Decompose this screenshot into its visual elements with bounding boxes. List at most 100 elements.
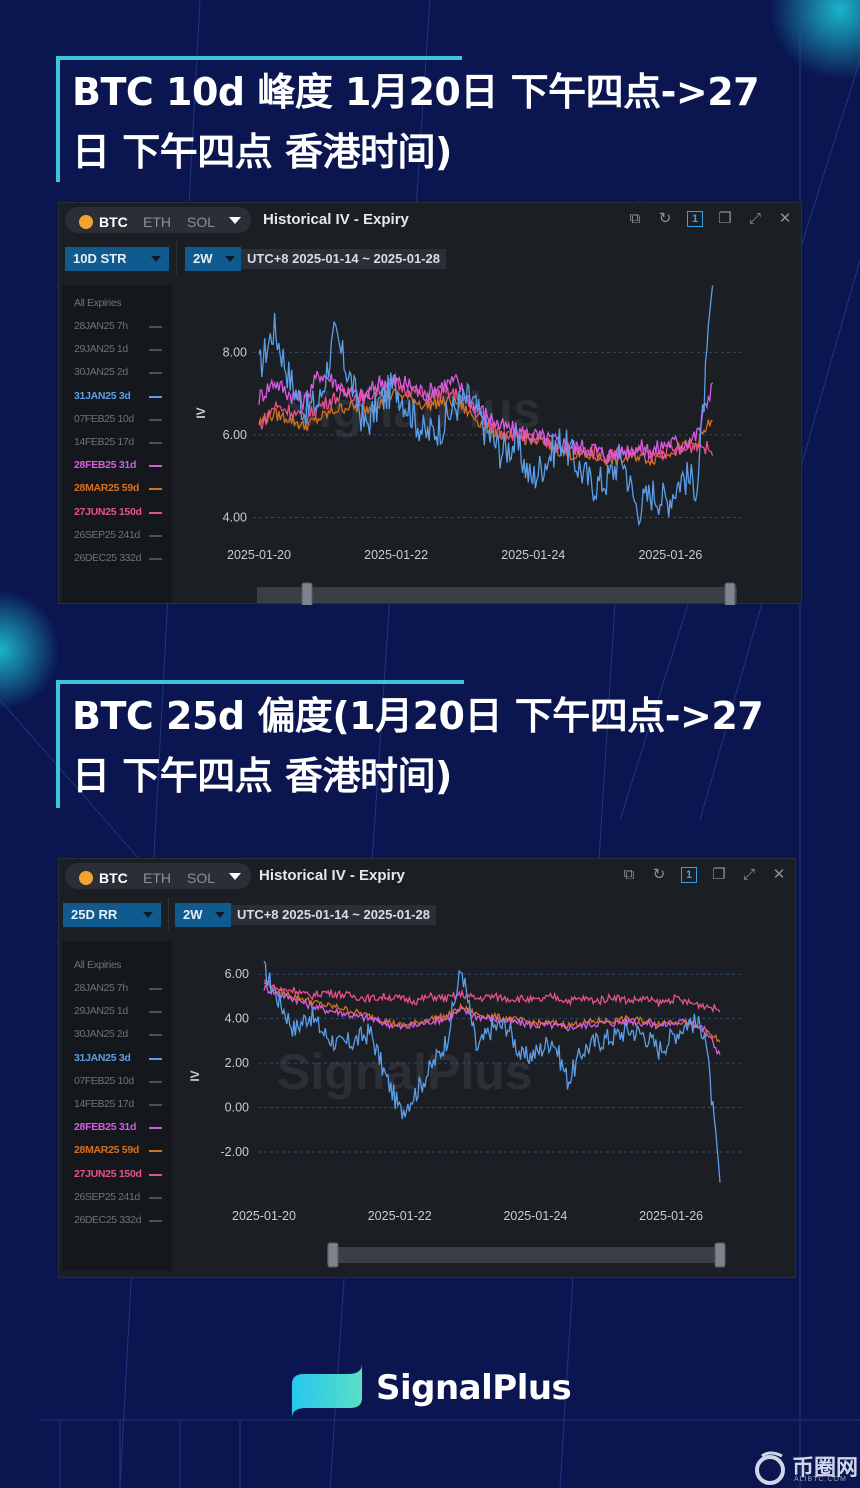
x-tick-label: 2025-01-22	[364, 548, 428, 562]
y-tick-label: 6.00	[225, 967, 249, 981]
legend-item[interactable]: 29JAN25 1d	[74, 1005, 128, 1018]
coin-tab-eth[interactable]: ETH	[143, 870, 171, 886]
legend-item[interactable]: 26DEC25 332d	[74, 1214, 142, 1226]
chart-panel-kurtosis: BTC ETH SOL Historical IV - Expiry ⧉ ↻ 1…	[58, 202, 802, 605]
coin-tab-sol[interactable]: SOL	[187, 870, 216, 886]
legend-swatch	[149, 442, 162, 444]
refresh-icon[interactable]: ↻	[658, 210, 672, 227]
x-tick-label: 2025-01-20	[227, 548, 291, 562]
legend-item[interactable]: 26SEP25 241d	[74, 528, 140, 541]
window-count-button[interactable]: 1	[681, 867, 697, 883]
chevron-down-icon[interactable]	[229, 873, 241, 880]
refresh-icon[interactable]: ↻	[652, 866, 666, 883]
legend-item[interactable]: 14FEB25 17d	[74, 1098, 134, 1110]
bitcoin-icon	[79, 215, 93, 229]
panel-title: Historical IV - Expiry	[259, 867, 405, 884]
legend-swatch	[149, 534, 162, 537]
metric-dropdown[interactable]: 10D STR	[65, 247, 169, 271]
coin-tab-eth[interactable]: ETH	[143, 214, 171, 230]
coin-tab-btc[interactable]: BTC	[99, 214, 128, 230]
range-scrollbar[interactable]	[327, 1247, 725, 1263]
y-axis-label: IV	[188, 1070, 202, 1081]
legend-item[interactable]: 29JAN25 1d	[74, 343, 128, 356]
legend-item[interactable]: 28MAR25 59d	[74, 1144, 139, 1157]
y-tick-label: -2.00	[221, 1145, 250, 1159]
legend-item[interactable]: 28FEB25 31d	[74, 1121, 137, 1134]
legend-swatch	[149, 1057, 162, 1060]
close-icon[interactable]: ✕	[772, 866, 786, 883]
y-tick-label: 2.00	[225, 1056, 249, 1070]
y-tick-label: 6.00	[223, 428, 247, 442]
legend-header[interactable]: All Expiries	[74, 297, 122, 309]
series-line	[258, 285, 714, 527]
coin-tab-sol[interactable]: SOL	[187, 214, 216, 230]
legend-header[interactable]: All Expiries	[74, 959, 122, 971]
legend-item[interactable]: 28MAR25 59d	[74, 482, 139, 495]
y-tick-label: 0.00	[225, 1101, 249, 1115]
legend-item[interactable]: 28JAN25 7h	[74, 320, 128, 332]
legend-item[interactable]: 30JAN25 2d	[74, 1028, 128, 1041]
x-tick-label: 2025-01-24	[501, 548, 565, 562]
legend-item[interactable]: 28FEB25 31d	[74, 459, 137, 472]
scrollbar-handle[interactable]	[714, 1242, 726, 1268]
legend-item[interactable]: 26SEP25 241d	[74, 1190, 140, 1203]
expand-icon[interactable]: ⤢	[742, 866, 755, 883]
chevron-down-icon[interactable]	[229, 217, 241, 224]
title-1-line-2: 日 下午四点 香港时间)	[72, 130, 452, 174]
title-block-2: BTC 25d 偏度(1月20日 下午四点->27 日 下午四点 香港时间)	[56, 680, 802, 808]
scrollbar-handle[interactable]	[301, 582, 313, 605]
coin-selector[interactable]: BTC ETH SOL	[65, 207, 251, 233]
legend-swatch	[149, 418, 162, 421]
y-tick-label: 4.00	[223, 510, 247, 524]
period-dropdown[interactable]: 2W	[185, 247, 241, 271]
date-range-label: UTC+8 2025-01-14 ~ 2025-01-28	[231, 905, 436, 925]
legend-swatch	[149, 1196, 162, 1199]
external-link-icon[interactable]: ⧉	[629, 210, 641, 227]
legend-item[interactable]: 14FEB25 17d	[74, 436, 134, 448]
legend-swatch	[149, 1173, 162, 1176]
chart-watermark: SignalPlus	[277, 1044, 533, 1100]
expiry-legend: All Expiries 28JAN25 7h 29JAN25 1d 30JAN25…	[62, 941, 172, 1271]
series-line	[263, 981, 721, 1043]
legend-item[interactable]: 07FEB25 10d	[74, 1074, 134, 1087]
legend-item[interactable]: 07FEB25 10d	[74, 412, 134, 425]
metric-dropdown[interactable]: 25D RR	[63, 903, 161, 927]
window-count-button[interactable]: 1	[687, 211, 703, 227]
period-dropdown[interactable]: 2W	[175, 903, 231, 927]
y-tick-label: 8.00	[223, 345, 247, 359]
scrollbar-handle[interactable]	[724, 582, 736, 605]
legend-swatch	[149, 1150, 162, 1153]
close-icon[interactable]: ✕	[778, 210, 792, 227]
expiry-legend: All Expiries 28JAN25 7h 29JAN25 1d 30JAN25…	[62, 285, 172, 603]
legend-item[interactable]: 31JAN25 3d	[74, 1051, 131, 1064]
legend-item[interactable]: 27JUN25 150d	[74, 1167, 142, 1180]
legend-swatch	[149, 1127, 162, 1130]
chart-panel-skew: BTC ETH SOL Historical IV - Expiry ⧉ ↻ 1…	[58, 858, 796, 1278]
legend-item[interactable]: 27JUN25 150d	[74, 505, 142, 518]
title-2-line-1: BTC 25d 偏度(1月20日 下午四点->27	[72, 694, 764, 738]
title-2-line-2: 日 下午四点 香港时间)	[72, 754, 452, 798]
legend-item[interactable]: 31JAN25 3d	[74, 389, 131, 402]
coin-tab-btc[interactable]: BTC	[99, 870, 128, 886]
external-link-icon[interactable]: ⧉	[623, 866, 635, 883]
legend-swatch	[149, 558, 162, 560]
legend-swatch	[149, 1011, 162, 1014]
panel-title: Historical IV - Expiry	[263, 211, 409, 228]
legend-item[interactable]: 30JAN25 2d	[74, 366, 128, 379]
x-tick-label: 2025-01-24	[503, 1209, 567, 1223]
legend-item[interactable]: 26DEC25 332d	[74, 552, 142, 564]
expand-icon[interactable]: ⤢	[748, 210, 761, 227]
legend-swatch	[149, 326, 162, 328]
copy-icon[interactable]: ❐	[718, 210, 732, 227]
series-line	[258, 370, 714, 464]
legend-item[interactable]: 28JAN25 7h	[74, 982, 128, 994]
coin-selector[interactable]: BTC ETH SOL	[65, 863, 251, 889]
copy-icon[interactable]: ❐	[712, 866, 726, 883]
scrollbar-handle[interactable]	[327, 1242, 339, 1268]
legend-swatch	[149, 511, 162, 514]
legend-swatch	[149, 395, 162, 398]
range-scrollbar[interactable]	[257, 587, 737, 603]
x-tick-label: 2025-01-26	[638, 548, 702, 562]
watermark-url: ALIBTC.COM	[794, 1476, 847, 1483]
title-block-1: BTC 10d 峰度 1月20日 下午四点->27 日 下午四点 香港时间)	[56, 56, 802, 182]
